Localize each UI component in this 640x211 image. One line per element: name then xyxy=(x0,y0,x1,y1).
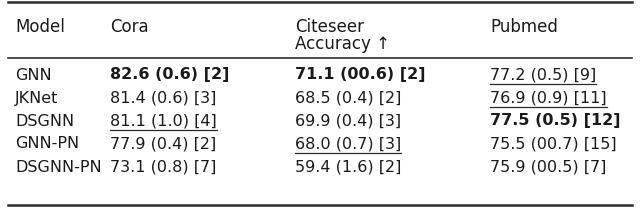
Text: Citeseer: Citeseer xyxy=(295,18,364,36)
Text: 77.2 (0.5) [9]: 77.2 (0.5) [9] xyxy=(490,68,596,83)
Text: 81.1 (1.0) [4]: 81.1 (1.0) [4] xyxy=(110,114,217,128)
Text: 75.5 (00.7) [15]: 75.5 (00.7) [15] xyxy=(490,137,616,151)
Text: 76.9 (0.9) [11]: 76.9 (0.9) [11] xyxy=(490,91,607,106)
Text: 69.9 (0.4) [3]: 69.9 (0.4) [3] xyxy=(295,114,401,128)
Text: 71.1 (00.6) [2]: 71.1 (00.6) [2] xyxy=(295,68,426,83)
Text: Model: Model xyxy=(15,18,65,36)
Text: GNN: GNN xyxy=(15,68,52,83)
Text: 68.5 (0.4) [2]: 68.5 (0.4) [2] xyxy=(295,91,401,106)
Text: 75.9 (00.5) [7]: 75.9 (00.5) [7] xyxy=(490,160,606,174)
Text: Cora: Cora xyxy=(110,18,148,36)
Text: DSGNN-PN: DSGNN-PN xyxy=(15,160,102,174)
Text: 73.1 (0.8) [7]: 73.1 (0.8) [7] xyxy=(110,160,216,174)
Text: GNN-PN: GNN-PN xyxy=(15,137,79,151)
Text: DSGNN: DSGNN xyxy=(15,114,74,128)
Text: 59.4 (1.6) [2]: 59.4 (1.6) [2] xyxy=(295,160,401,174)
Text: 82.6 (0.6) [2]: 82.6 (0.6) [2] xyxy=(110,68,229,83)
Text: Accuracy ↑: Accuracy ↑ xyxy=(295,35,390,53)
Text: 77.5 (0.5) [12]: 77.5 (0.5) [12] xyxy=(490,114,621,128)
Text: Pubmed: Pubmed xyxy=(490,18,558,36)
Text: 81.4 (0.6) [3]: 81.4 (0.6) [3] xyxy=(110,91,216,106)
Text: 77.9 (0.4) [2]: 77.9 (0.4) [2] xyxy=(110,137,216,151)
Text: JKNet: JKNet xyxy=(15,91,58,106)
Text: 68.0 (0.7) [3]: 68.0 (0.7) [3] xyxy=(295,137,401,151)
